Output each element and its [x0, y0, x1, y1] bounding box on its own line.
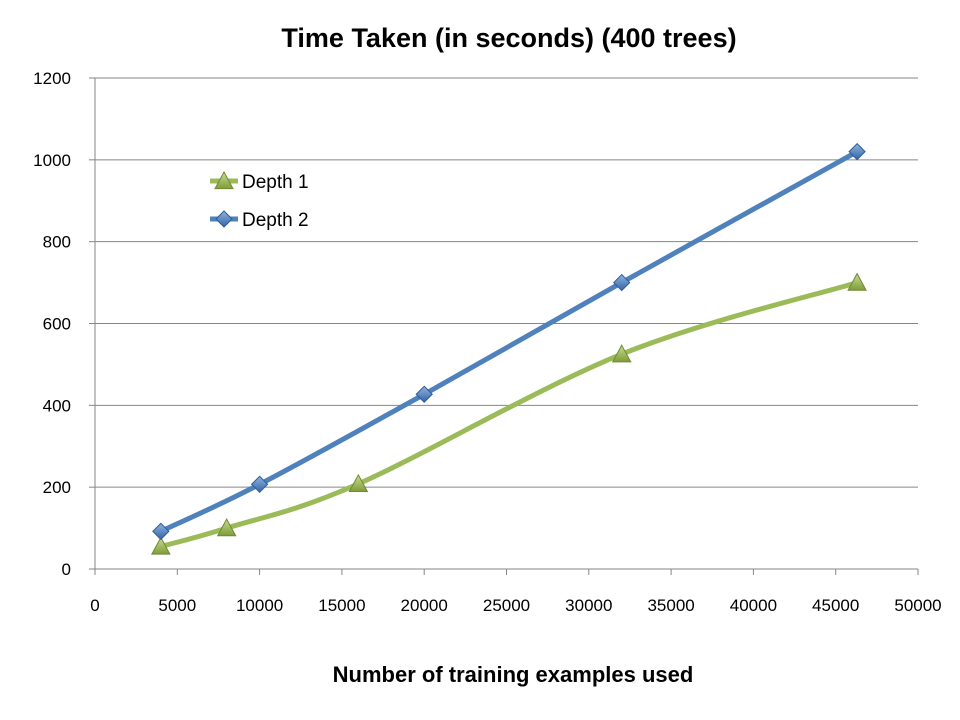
legend-label: Depth 1 [242, 172, 309, 193]
legend-triangle-icon [214, 170, 234, 190]
y-tick-label: 800 [43, 233, 71, 252]
y-tick-labels: 0 200 400 600 800 1000 1200 [33, 69, 71, 579]
data-point-triangle [216, 518, 237, 537]
legend-label: Depth 2 [242, 210, 309, 231]
legend-diamond-icon [215, 210, 233, 228]
y-tick-label: 1200 [33, 69, 71, 88]
x-tick-label: 30000 [565, 596, 612, 615]
data-point-diamond [613, 273, 631, 292]
x-tick-label: 50000 [894, 596, 941, 615]
x-axis-label: Number of training examples used [333, 662, 694, 687]
x-tick-label: 15000 [318, 596, 365, 615]
y-tick-label: 1000 [33, 151, 71, 170]
x-tick-labels: 0 5000 10000 15000 20000 25000 30000 35000 40000… [90, 596, 941, 615]
y-tick-label: 200 [43, 478, 71, 497]
gridlines [95, 77, 918, 488]
series-line-depth-1 [158, 280, 860, 549]
legend-item: Depth 1 [210, 170, 309, 193]
x-tick-label: 10000 [236, 596, 283, 615]
data-point-triangle [151, 536, 171, 555]
x-tick-label: 35000 [647, 596, 694, 615]
data-point-diamond [250, 475, 269, 494]
legend: Depth 1 Depth 2 [210, 170, 309, 231]
y-tick-label: 600 [43, 315, 71, 334]
data-point-diamond [152, 522, 170, 541]
y-tick-label: 400 [43, 396, 71, 415]
legend-item: Depth 2 [210, 210, 309, 231]
x-tick-label: 5000 [158, 596, 196, 615]
data-point-diamond [848, 142, 866, 161]
x-tick-label: 40000 [730, 596, 777, 615]
data-point-triangle [847, 272, 867, 291]
x-tick-label: 20000 [401, 596, 448, 615]
x-tick-label: 0 [90, 596, 99, 615]
data-point-diamond [415, 385, 433, 403]
x-tick-label: 25000 [483, 596, 530, 615]
x-tick-label: 45000 [812, 596, 859, 615]
data-markers [151, 142, 867, 555]
series-line-depth-2 [158, 149, 860, 534]
y-tick-label: 0 [62, 560, 71, 579]
chart-title: Time Taken (in seconds) (400 trees) [281, 23, 736, 53]
data-point-triangle [348, 473, 369, 493]
axes [89, 77, 919, 575]
data-point-triangle [611, 344, 632, 363]
